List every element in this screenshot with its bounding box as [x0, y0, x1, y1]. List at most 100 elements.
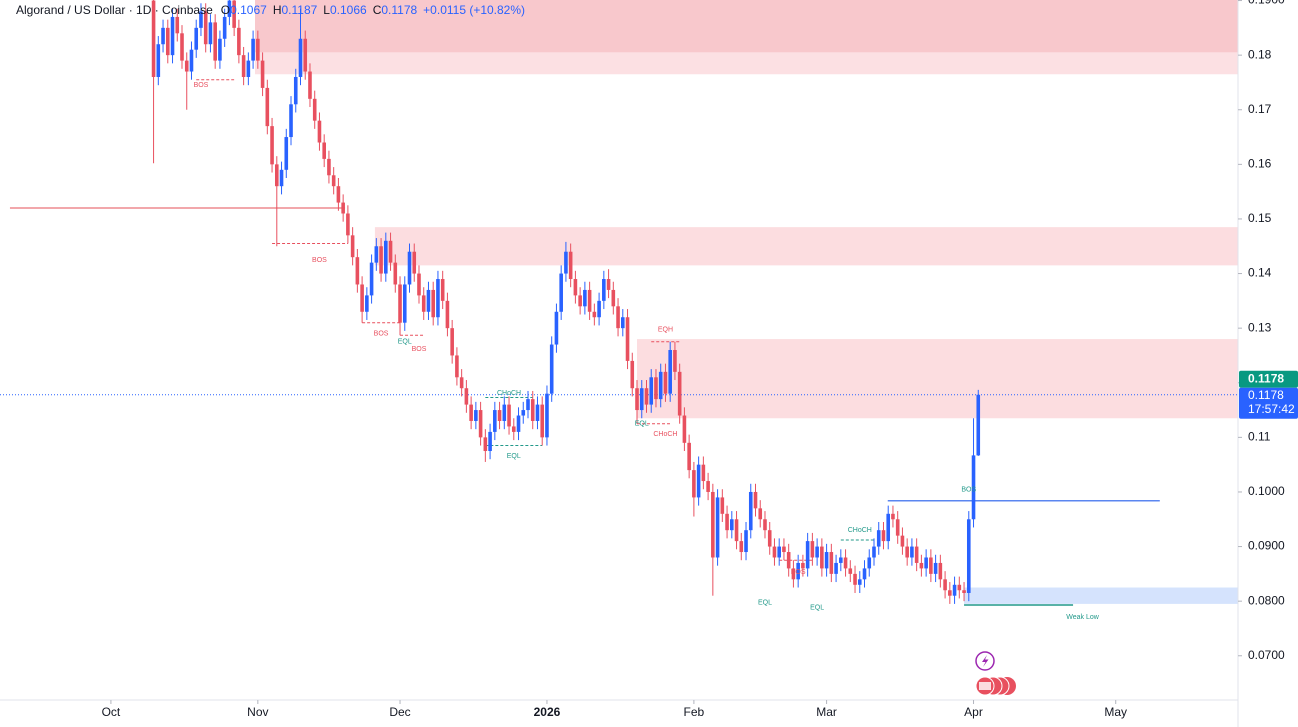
candle-body — [545, 393, 549, 438]
candle-body — [559, 273, 563, 312]
candle-body — [393, 262, 398, 285]
candle-body — [388, 240, 393, 263]
candle-body — [753, 491, 758, 509]
candle-body — [900, 535, 905, 547]
candle-body — [682, 415, 687, 443]
annotation: EQL — [758, 600, 772, 607]
y-tick-label: 0.18 — [1248, 47, 1272, 61]
candle-body — [730, 519, 734, 531]
event-icons — [975, 651, 1016, 696]
zone — [254, 52, 1238, 75]
candle-body — [810, 541, 815, 558]
candle-body — [886, 513, 891, 542]
candle-body — [929, 557, 933, 574]
candle-body — [170, 16, 175, 56]
candle-body — [801, 562, 805, 569]
candle-body — [511, 426, 516, 432]
annotation: EQL — [635, 421, 649, 428]
candle-body — [782, 546, 786, 553]
candle-body — [256, 38, 260, 61]
candle-body — [573, 279, 578, 296]
candle-body — [895, 519, 900, 536]
candle-body — [431, 289, 436, 318]
candle-body — [639, 388, 644, 411]
candle-body — [218, 38, 222, 61]
candle-body — [232, 0, 236, 28]
candle-body — [308, 71, 312, 99]
candle-body — [796, 562, 800, 580]
candle-body — [578, 295, 582, 307]
annotation: BOS — [312, 257, 327, 264]
candle-body — [317, 120, 322, 143]
candle-body — [189, 49, 194, 72]
candle-body — [839, 557, 843, 563]
candle-body — [625, 317, 630, 361]
candle-body — [156, 44, 161, 77]
header: Algorand / US Dollar · 1D · Coinbase O 0.… — [16, 3, 525, 17]
candle-body — [606, 279, 611, 290]
candle-body — [516, 415, 521, 432]
candle-body — [455, 355, 459, 378]
y-tick-label: 0.1900 — [1248, 0, 1285, 7]
candle-body — [592, 311, 597, 318]
candle-body — [853, 573, 857, 585]
price-tag-label: 0.1178 — [1248, 388, 1284, 402]
candle-body — [616, 306, 620, 329]
candle-body — [322, 142, 326, 159]
candle-body — [161, 27, 165, 45]
candle-body — [445, 300, 450, 329]
candle-body — [905, 546, 909, 558]
candle-body — [919, 562, 924, 569]
candle-body — [246, 60, 251, 77]
candle-body — [208, 22, 213, 45]
candle-body — [184, 60, 189, 72]
price-tag — [1239, 370, 1298, 388]
candle-body — [696, 464, 701, 498]
candle-body — [303, 38, 308, 72]
candle-body — [772, 546, 777, 558]
annotation: EQH — [658, 327, 673, 334]
zone — [964, 587, 1238, 604]
candle-body — [687, 442, 691, 471]
candle-body — [867, 557, 872, 569]
annotation: Weak Low — [1066, 614, 1099, 621]
y-tick-label: 0.13 — [1248, 320, 1272, 334]
candle-body — [407, 251, 412, 285]
candle-body — [843, 557, 848, 569]
candle-body — [824, 552, 829, 569]
change: +0.0115 (+10.82%) — [423, 3, 525, 17]
candle-body — [222, 16, 227, 39]
candle-body — [881, 530, 886, 542]
ohlc-value: 0.1178 — [381, 3, 417, 17]
candle-body — [369, 262, 374, 296]
candle-body — [933, 562, 938, 574]
candle-body — [384, 240, 388, 274]
candle-body — [583, 289, 587, 307]
candle-body — [436, 279, 440, 318]
y-tick-label: 0.17 — [1248, 102, 1272, 116]
candle-body — [597, 300, 601, 318]
candle-body — [720, 497, 725, 514]
candle-body — [260, 60, 265, 88]
ohlc-label: O — [221, 3, 230, 17]
y-tick-label: 0.16 — [1248, 157, 1272, 171]
candle-body — [488, 431, 492, 452]
candle-body — [483, 437, 488, 452]
annotation: CHoCH — [497, 390, 521, 397]
candle-body — [450, 328, 454, 356]
candle-body — [540, 404, 545, 438]
candle-body — [706, 481, 710, 492]
flag — [979, 682, 991, 690]
candle-body — [464, 388, 469, 405]
candle-body — [237, 27, 241, 56]
candle-body — [692, 470, 696, 498]
ohlc-label: L — [323, 3, 330, 17]
countdown: 17:57:42 — [1248, 402, 1295, 416]
candle-body — [426, 289, 431, 312]
candle-body — [938, 562, 943, 580]
candle-body — [270, 126, 274, 165]
candle-body — [910, 546, 914, 558]
candle-body — [194, 27, 199, 50]
annotation: CHoCH — [653, 431, 677, 438]
candle-body — [336, 186, 341, 203]
